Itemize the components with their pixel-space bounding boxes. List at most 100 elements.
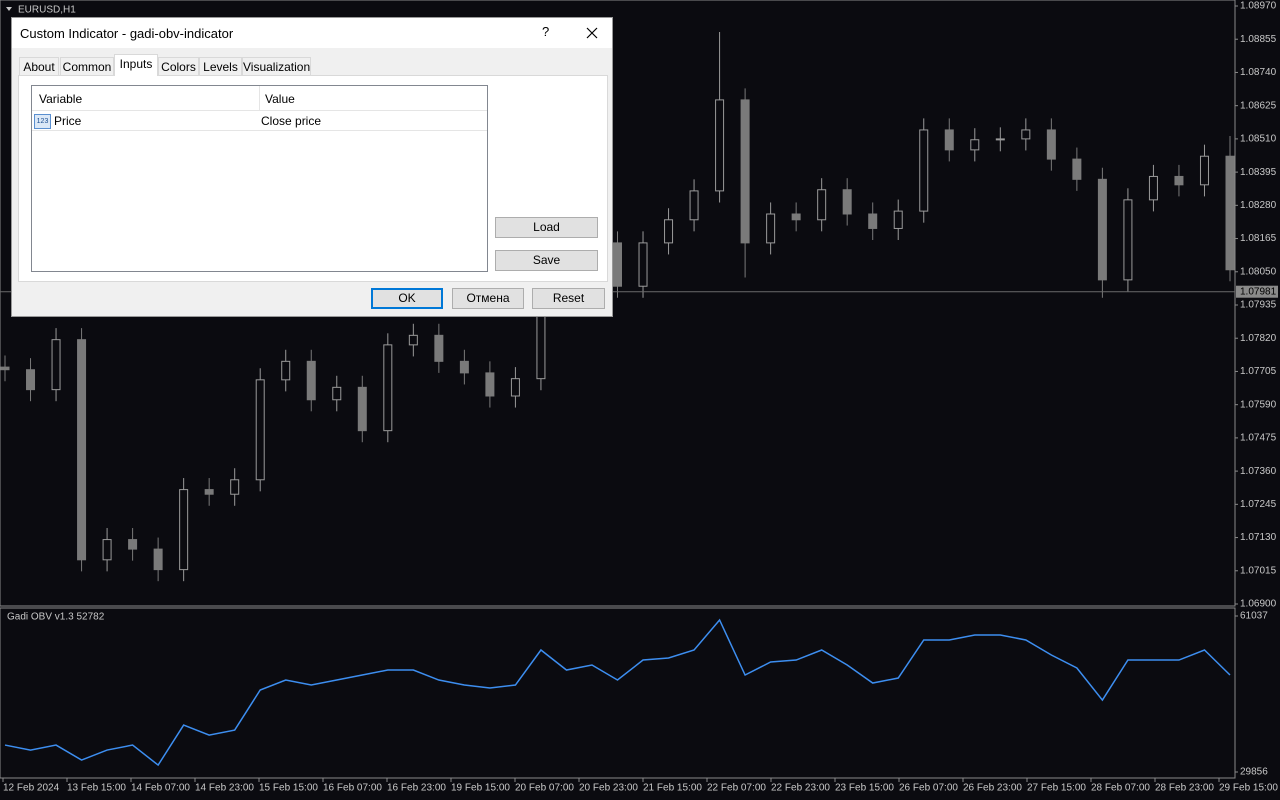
- candle-body: [102, 539, 112, 561]
- x-tick-label: 27 Feb 15:00: [1027, 783, 1086, 794]
- current-price-box: [1236, 285, 1278, 298]
- candle-body: [1225, 155, 1235, 271]
- load-button[interactable]: Load: [495, 217, 598, 238]
- candle-body: [1199, 155, 1209, 186]
- candle-body: [230, 479, 240, 495]
- tab[interactable]: About: [19, 57, 59, 75]
- price-frame: [0, 0, 1236, 607]
- obv-line: [4, 618, 1231, 767]
- dialog-title: Custom Indicator - gadi-obv-indicator: [20, 26, 234, 41]
- table-row[interactable]: [32, 110, 487, 131]
- candle-body: [153, 548, 163, 571]
- candle-body: [1072, 158, 1082, 180]
- candle-body: [306, 360, 316, 401]
- header-cell: Value: [265, 92, 295, 106]
- candle-body: [1174, 175, 1184, 186]
- tab-panel: Variable Value 123 Price Close price Loa…: [18, 75, 608, 282]
- window-title: EURUSD,H1: [18, 5, 76, 16]
- cell[interactable]: Price: [54, 114, 82, 128]
- menu-arrow[interactable]: [6, 7, 12, 11]
- x-tick-label: 21 Feb 15:00: [643, 783, 702, 794]
- cancel-button[interactable]: Отмена: [452, 288, 524, 309]
- current-price-label: 1.07981: [1240, 286, 1277, 297]
- y-tick-label: 1.08280: [1240, 200, 1277, 211]
- indicator-title: Gadi OBV v1.3 52782: [7, 612, 105, 623]
- tab[interactable]: Levels: [199, 57, 242, 75]
- save-button[interactable]: Save: [495, 250, 598, 271]
- y-tick-label: 1.08740: [1240, 67, 1277, 78]
- reset-button[interactable]: Reset: [532, 288, 605, 309]
- tab[interactable]: Common: [60, 57, 114, 75]
- y-tick-label: 1.07015: [1240, 565, 1277, 576]
- candle-body: [434, 334, 444, 362]
- x-tick-label: 22 Feb 23:00: [771, 783, 830, 794]
- candle-body: [1097, 178, 1107, 281]
- candle-body: [485, 372, 495, 397]
- candle-body: [51, 339, 61, 391]
- candle-body: [817, 189, 827, 221]
- candle-body: [715, 99, 725, 192]
- candle-body: [893, 210, 903, 229]
- candle-body: [459, 360, 469, 374]
- y-tick-label: 1.07935: [1240, 300, 1277, 311]
- x-tick-label: 16 Feb 07:00: [323, 783, 382, 794]
- x-tick-label: 23 Feb 15:00: [835, 783, 894, 794]
- candle-body: [689, 190, 699, 221]
- close-button[interactable]: [585, 26, 599, 40]
- y-tick-label: 1.08395: [1240, 167, 1277, 178]
- y-tick-label: 1.06900: [1240, 599, 1277, 610]
- candle-body: [970, 139, 980, 151]
- x-tick-label: 19 Feb 15:00: [451, 783, 510, 794]
- candle-body: [281, 360, 291, 381]
- inputs-table: Variable Value 123 Price Close price: [31, 85, 488, 272]
- y-tick-label: 1.08050: [1240, 266, 1277, 277]
- x-tick-label: 22 Feb 07:00: [707, 783, 766, 794]
- tab[interactable]: Visualization: [242, 57, 311, 75]
- x-tick-label: 14 Feb 07:00: [131, 783, 190, 794]
- x-tick-label: 29 Feb 15:00: [1219, 783, 1278, 794]
- y-tick-label: 1.08970: [1240, 1, 1277, 12]
- candle-body: [383, 344, 393, 432]
- y-tick-label: 29856: [1240, 767, 1268, 778]
- y-tick-label: 61037: [1240, 611, 1268, 622]
- candle-body: [26, 369, 36, 391]
- candle-body: [613, 242, 622, 287]
- candle-body: [0, 366, 10, 371]
- candle-body: [944, 129, 954, 151]
- x-tick-label: 13 Feb 15:00: [67, 783, 126, 794]
- indicator-frame: [0, 607, 1236, 779]
- y-tick-label: 1.08510: [1240, 134, 1277, 145]
- candle-body: [868, 213, 878, 229]
- candle-body: [740, 99, 750, 244]
- candle-body: [766, 213, 776, 244]
- tab[interactable]: Colors: [158, 57, 199, 75]
- candle-body: [1021, 129, 1031, 140]
- y-tick-label: 1.07245: [1240, 499, 1277, 510]
- y-tick-label: 1.08855: [1240, 34, 1277, 45]
- candle-body: [255, 379, 265, 481]
- y-tick-label: 1.07705: [1240, 366, 1277, 377]
- candle-body: [128, 539, 138, 550]
- y-tick-label: 1.07130: [1240, 532, 1277, 543]
- x-tick-label: 20 Feb 07:00: [515, 783, 574, 794]
- candle-body: [1148, 175, 1158, 201]
- x-tick-label: 15 Feb 15:00: [259, 783, 318, 794]
- candle-body: [179, 489, 189, 571]
- help-button[interactable]: ?: [542, 24, 550, 39]
- y-tick-label: 1.07820: [1240, 333, 1277, 344]
- candle-body: [77, 339, 87, 561]
- x-tick-label: 14 Feb 23:00: [195, 783, 254, 794]
- header-divider: [259, 86, 260, 110]
- candle-body: [408, 334, 418, 346]
- y-tick-label: 1.07475: [1240, 433, 1277, 444]
- y-tick-label: 1.08165: [1240, 233, 1277, 244]
- y-tick-label: 1.07360: [1240, 466, 1277, 477]
- tab-selected[interactable]: Inputs: [114, 54, 158, 76]
- candle-body: [332, 386, 342, 401]
- y-tick-label: 1.07590: [1240, 399, 1277, 410]
- ok-button[interactable]: OK: [371, 288, 443, 309]
- candle-body: [1123, 199, 1133, 281]
- cell[interactable]: Close price: [261, 114, 322, 128]
